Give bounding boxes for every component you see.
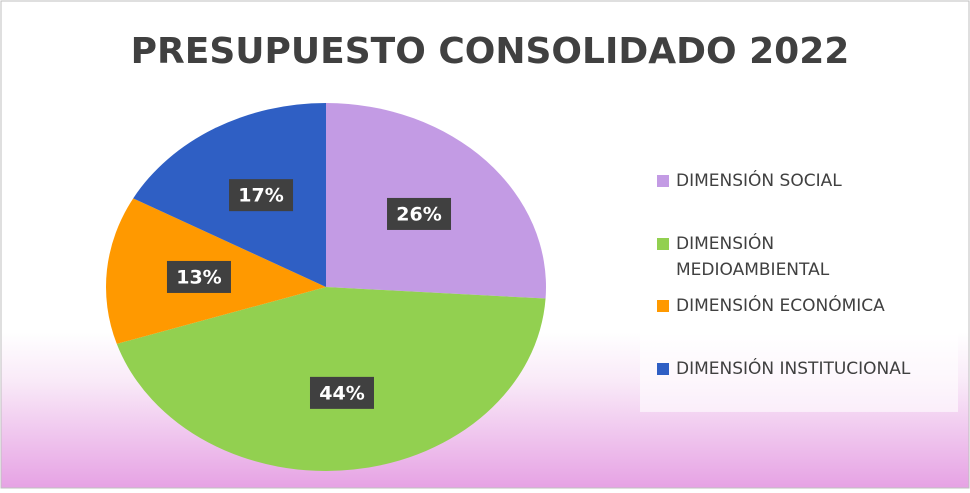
data-label-group: 17% [229,179,294,212]
data-label-group: 26% [387,197,452,230]
data-label: 17% [238,185,283,207]
legend-swatch [657,363,669,375]
data-label-box [309,376,374,409]
legend-swatch [657,238,669,250]
legend-label: DIMENSIÓN INSTITUCIONAL [676,357,911,379]
data-label-box [166,260,231,293]
data-label: 13% [176,266,221,288]
data-label-box [387,197,452,230]
data-label-group: 44% [309,376,374,409]
legend-label: DIMENSIÓN SOCIAL [676,169,842,191]
legend-swatch [657,175,669,187]
data-label-group: 13% [166,260,231,293]
data-label: 26% [396,203,441,225]
data-label: 44% [319,382,364,404]
legend-box [640,150,958,412]
data-label-box [229,179,294,212]
chart-title: PRESUPUESTO CONSOLIDADO 2022 [131,31,850,72]
legend-label: DIMENSIÓN ECONÓMICA [676,294,885,316]
legend-label: DIMENSIÓN MEDIOAMBIENTAL [676,232,830,280]
legend-swatch [657,300,669,312]
